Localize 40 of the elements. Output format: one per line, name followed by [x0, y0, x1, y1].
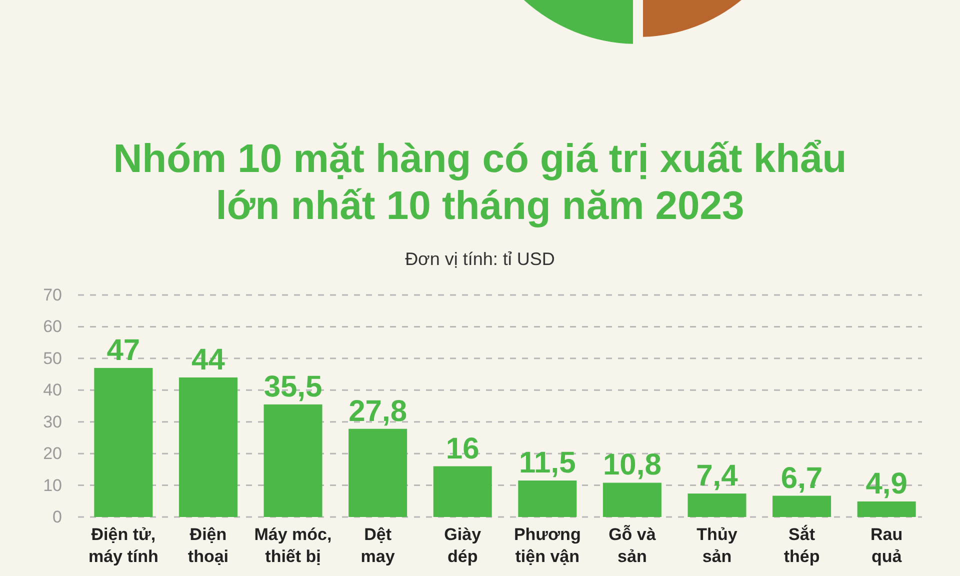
data-label: 47	[106, 334, 140, 367]
bar	[857, 501, 916, 517]
data-label: 16	[446, 432, 480, 466]
bar	[772, 496, 832, 517]
x-tick-label: Rau quả	[870, 525, 903, 566]
data-label: 27,8	[348, 394, 408, 428]
data-label: 6,7	[780, 462, 823, 495]
y-tick-label: 40	[43, 380, 62, 400]
y-tick-label: 50	[43, 348, 62, 368]
bar	[688, 494, 746, 517]
y-tick-label: 20	[43, 444, 62, 464]
bar	[518, 480, 577, 517]
bar	[433, 466, 492, 517]
data-label: 7,4	[696, 460, 738, 493]
y-tick-label: 60	[43, 317, 62, 336]
data-label: 11,5	[519, 446, 576, 480]
chart-title: Nhóm 10 mặt hàng có giá trị xuất khẩu lớn nhất 10 tháng năm 2023	[113, 137, 847, 228]
data-label: 35,5	[264, 370, 322, 404]
x-tick-label: Điện thoại	[188, 525, 229, 566]
y-tick-label: 0	[52, 508, 62, 526]
data-label: 10,8	[602, 448, 662, 482]
bar	[264, 404, 322, 517]
y-tick-label: 10	[43, 476, 62, 495]
x-tick-label: Thủy sản	[696, 525, 738, 566]
x-tick-label: Gỗ và sản	[608, 525, 656, 566]
x-tick-label: Phương tiện vận	[514, 525, 581, 566]
bar	[348, 428, 408, 517]
bar	[178, 377, 238, 517]
x-tick-label: Sắt thép	[784, 524, 820, 566]
y-tick-label: 30	[43, 412, 62, 432]
x-tick-label: Dệt may	[360, 525, 396, 566]
chart-subtitle: Đơn vị tính: tỉ USD	[405, 249, 555, 269]
bar	[94, 368, 153, 517]
x-tick-label: Máy móc, thiết bị	[254, 525, 332, 566]
x-tick-label: Giày dép	[444, 525, 482, 566]
data-label: 4,9	[866, 467, 908, 500]
x-tick-label: Điện tử, máy tính	[88, 525, 158, 566]
y-tick-label: 70	[43, 286, 62, 304]
bar	[602, 482, 662, 517]
data-label: 44	[192, 343, 226, 376]
